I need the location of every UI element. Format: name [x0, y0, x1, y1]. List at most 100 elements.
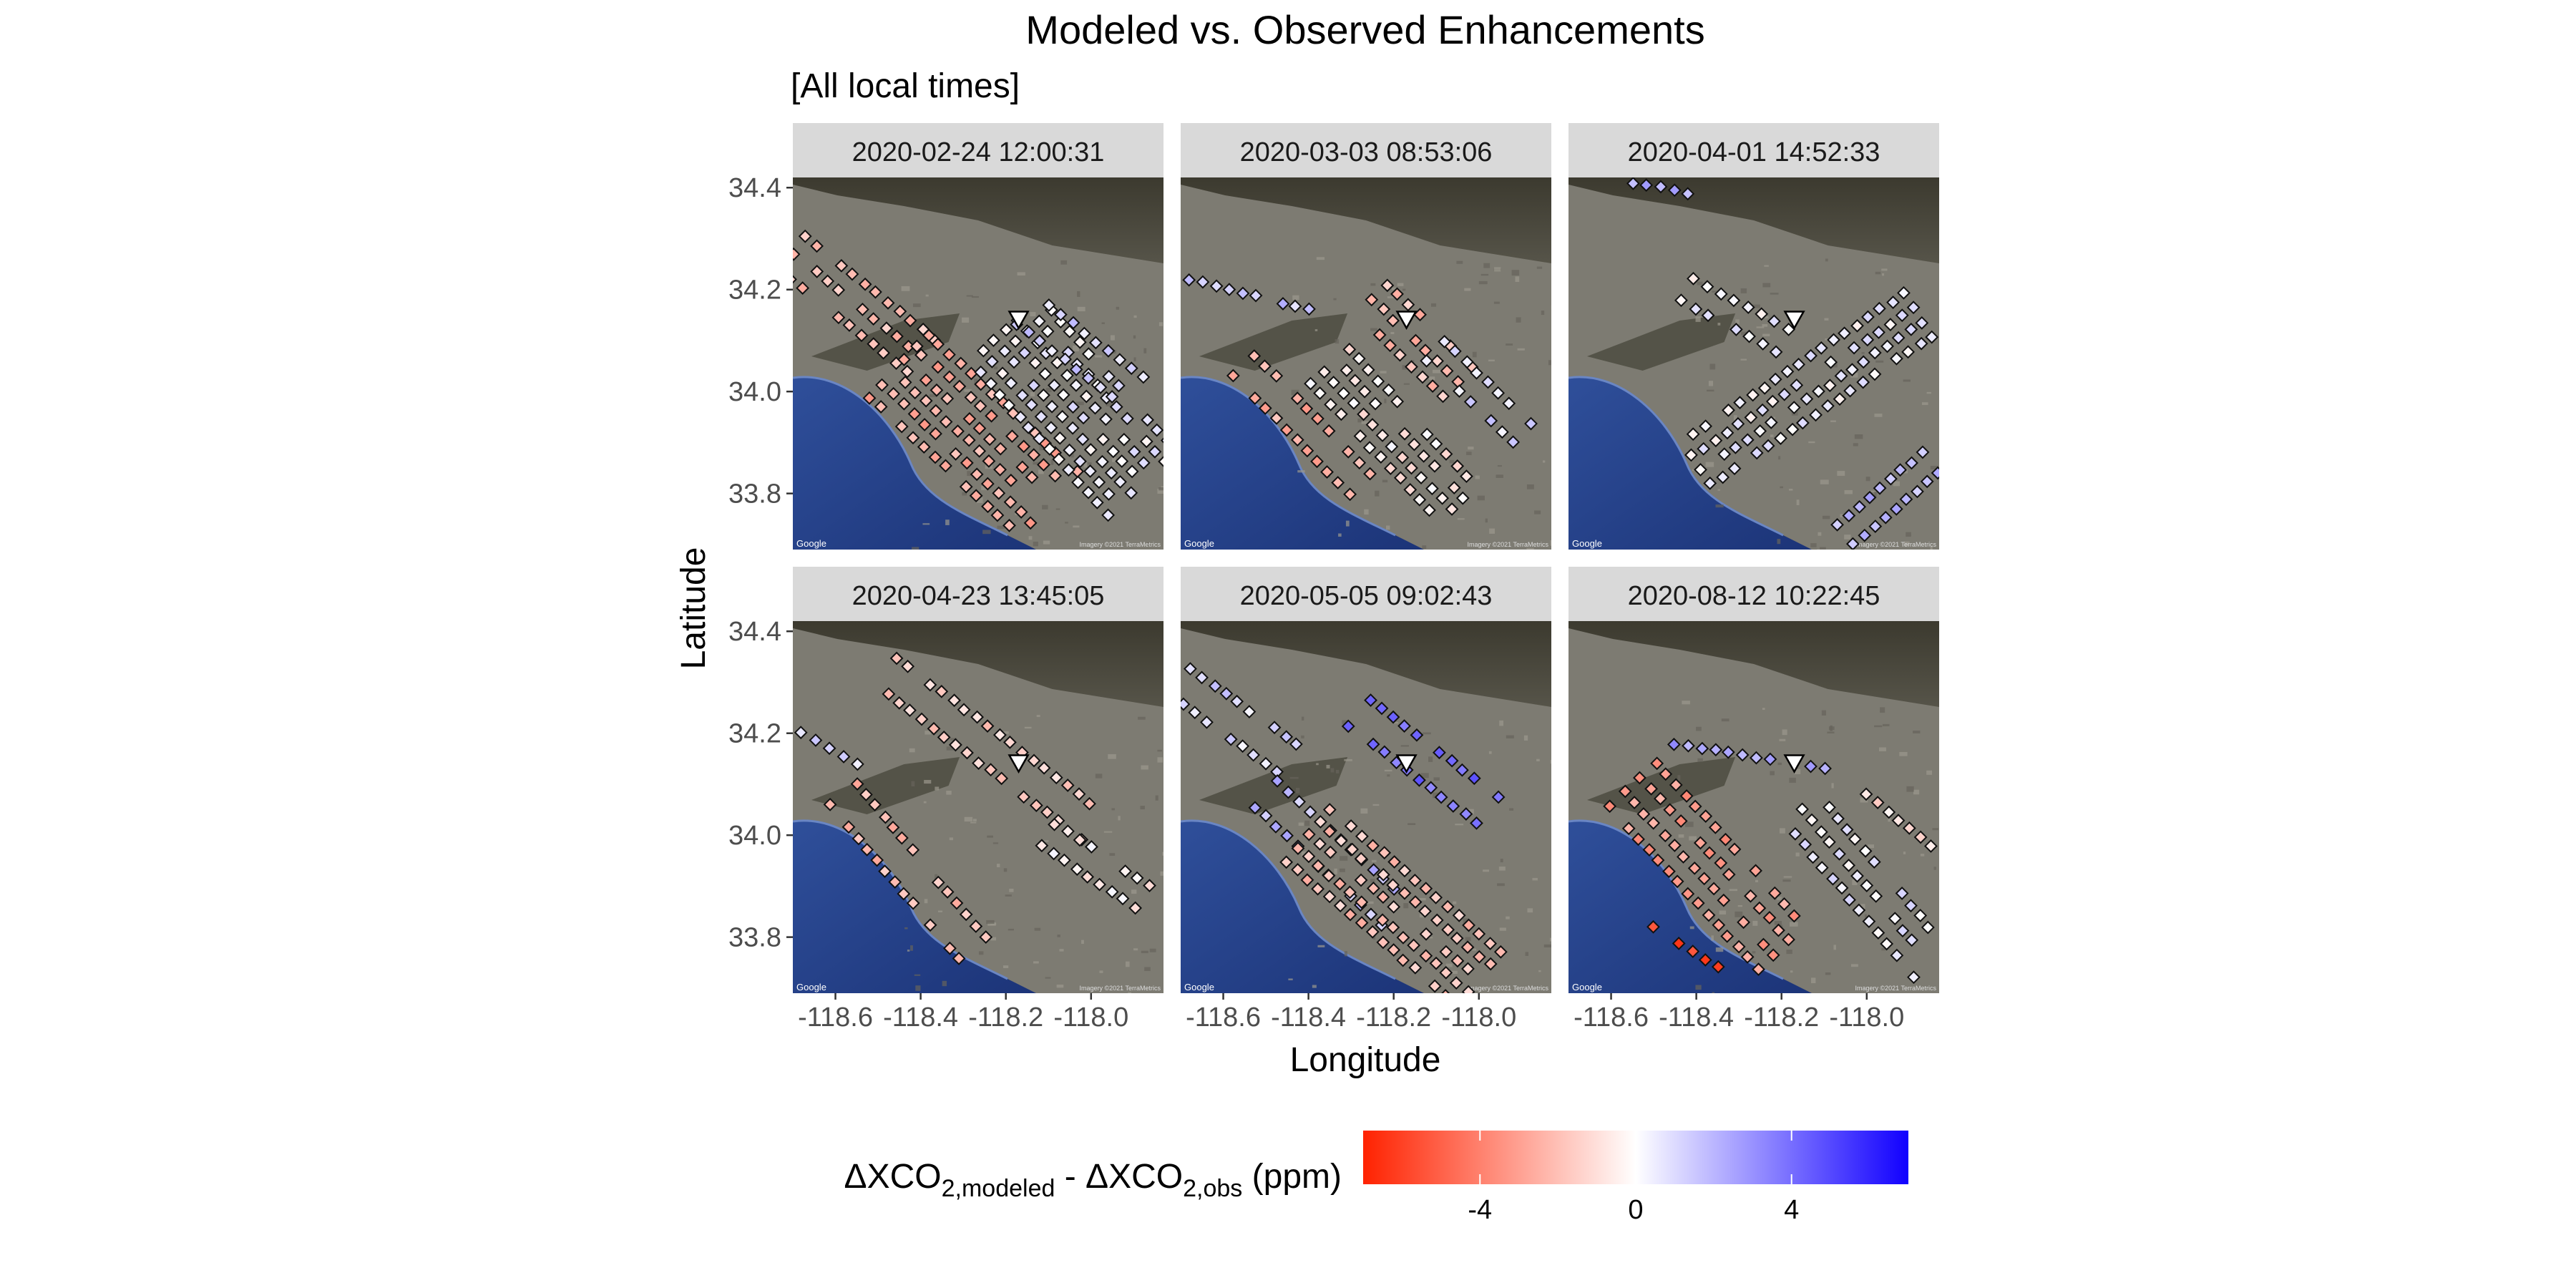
basemap-texture [1677, 775, 1681, 781]
sounding-diamond [1452, 908, 1466, 922]
basemap-texture [915, 985, 921, 991]
sounding-diamond [1419, 882, 1433, 896]
basemap-texture [945, 519, 950, 525]
sounding-diamond [1093, 877, 1107, 892]
sounding-diamond [1878, 510, 1893, 525]
sounding-points [1182, 273, 1538, 517]
basemap-texture [1345, 520, 1350, 527]
sounding-diamond [1448, 344, 1462, 358]
sounding-diamond [957, 703, 971, 717]
basemap-texture [1875, 271, 1881, 275]
sounding-diamond [1386, 878, 1400, 892]
sounding-diamond [887, 386, 901, 401]
x-tick-label: -118.2 [968, 1002, 1043, 1033]
sounding-diamond [1380, 278, 1395, 293]
sounding-diamond [1455, 763, 1469, 777]
sounding-diamond [1750, 446, 1764, 460]
sounding-diamond [1387, 943, 1401, 957]
basemap-texture [1930, 465, 1938, 470]
sounding-diamond [1785, 422, 1800, 436]
sounding-diamond [1382, 383, 1396, 397]
basemap-texture [1380, 371, 1387, 374]
sounding-diamond [1805, 813, 1819, 827]
sounding-diamond [903, 313, 917, 328]
sounding-diamond [1304, 376, 1317, 391]
sounding-diamond [1195, 670, 1209, 685]
basemap-texture [976, 497, 983, 503]
sounding-diamond [914, 348, 928, 362]
site-marker-triangle [1783, 311, 1805, 330]
sounding-diamond [1679, 789, 1694, 803]
sounding-diamond [1092, 475, 1106, 489]
chart-subtitle: [All local times] [791, 67, 1020, 105]
basemap-texture [1837, 471, 1845, 476]
sounding-diamond [974, 377, 988, 391]
basemap-texture [1330, 768, 1335, 773]
sounding-diamond [1681, 887, 1695, 901]
basemap-texture [1551, 306, 1558, 310]
basemap-texture [1138, 716, 1146, 720]
x-axis-label: Longitude [1290, 1041, 1441, 1079]
basemap-texture [1060, 260, 1068, 265]
basemap: Google Imagery ©2021 TerraMetrics [1181, 621, 1551, 993]
basemap-texture [912, 303, 921, 308]
sounding-diamond [1491, 790, 1506, 804]
basemap-texture [1449, 459, 1455, 464]
sounding-diamond [1688, 799, 1702, 814]
basemap-texture [1875, 360, 1884, 363]
facet-panel: 2020-05-05 09:02:43 Google Imagery ©2021 T… [1181, 567, 1551, 1033]
sounding-diamond [1461, 985, 1475, 993]
basemap-texture [1777, 539, 1781, 545]
sounding-diamond [1279, 730, 1294, 744]
sounding-diamond [1831, 811, 1845, 826]
sounding-diamond [1236, 286, 1250, 301]
sounding-diamond [906, 431, 920, 445]
sounding-diamond [1084, 840, 1098, 854]
sounding-diamond [1327, 376, 1341, 389]
sounding-diamond [935, 684, 949, 698]
sounding-diamond [850, 757, 864, 771]
basemap-texture [1050, 459, 1054, 465]
sounding-diamond [1658, 829, 1672, 843]
sounding-diamond [900, 364, 914, 379]
sounding-diamond [1081, 485, 1096, 499]
basemap-texture [1036, 715, 1040, 718]
sounding-diamond [867, 337, 881, 351]
sounding-diamond [1686, 427, 1700, 441]
y-tick-label: 34.4 [728, 617, 781, 647]
basemap-texture [1402, 288, 1406, 291]
basemap-texture [1316, 257, 1325, 260]
basemap-texture [1527, 908, 1533, 913]
sounding-diamond [798, 229, 812, 243]
imagery-attribution: Imagery ©2021 TerraMetrics [1467, 985, 1548, 992]
basemap-texture [1811, 549, 1818, 550]
sounding-diamond [931, 360, 945, 374]
basemap-texture [910, 945, 913, 951]
basemap-texture [1039, 446, 1046, 451]
basemap-texture [1717, 489, 1721, 491]
basemap-ocean-edge [1181, 819, 1396, 980]
sounding-diamond [1331, 476, 1345, 489]
sounding-diamond [1246, 748, 1261, 762]
sounding-diamond [1682, 738, 1695, 753]
basemap-texture [1024, 726, 1032, 729]
sounding-diamond [1313, 836, 1327, 851]
sounding-diamond [1127, 444, 1141, 459]
basemap-texture [1295, 787, 1300, 794]
sounding-diamond [1390, 394, 1405, 409]
basemap-texture [962, 317, 970, 323]
basemap-texture [1005, 894, 1012, 897]
sounding-diamond [1906, 301, 1921, 315]
basemap-texture [1735, 319, 1740, 324]
basemap-texture [1523, 735, 1528, 741]
basemap-texture [1465, 937, 1471, 942]
basemap-texture [937, 910, 943, 912]
sounding-diamond [1375, 913, 1390, 927]
sounding-diamond [1460, 355, 1474, 369]
basemap-texture [1370, 328, 1377, 331]
sounding-diamond [1058, 352, 1072, 366]
sounding-diamond [1333, 877, 1347, 891]
sounding-diamond [1365, 418, 1380, 431]
basemap-texture [1689, 926, 1694, 930]
sounding-diamond [1352, 351, 1366, 366]
